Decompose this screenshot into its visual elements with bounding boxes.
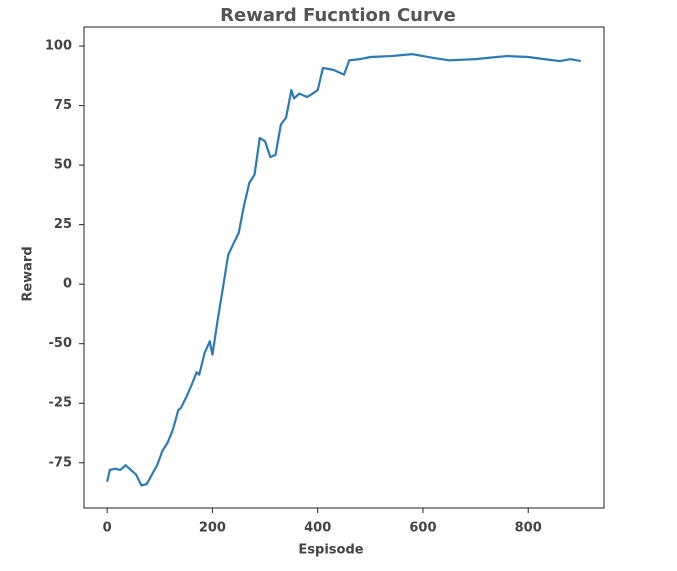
x-tick-label: 800 <box>515 521 542 536</box>
x-tick-label: 600 <box>409 521 436 536</box>
y-axis-label: Reward <box>21 246 36 301</box>
x-tick-label: 400 <box>304 521 331 536</box>
y-tick-label: -50 <box>49 336 73 351</box>
plot-frame <box>83 26 605 509</box>
y-tick-label: 75 <box>54 98 72 113</box>
y-tick-label: -75 <box>49 455 73 470</box>
line <box>106 53 582 487</box>
chart-title: Reward Fucntion Curve <box>220 5 456 26</box>
y-tick-label: -25 <box>49 396 73 411</box>
y-tick-label: 25 <box>54 217 72 232</box>
x-axis-label: Espisode <box>298 543 363 558</box>
x-tick-label: 0 <box>103 521 112 536</box>
x-tick-label: 200 <box>199 521 226 536</box>
y-tick-label: 0 <box>63 277 72 292</box>
y-tick-label: 100 <box>45 39 72 54</box>
y-tick-label: 50 <box>54 158 72 173</box>
